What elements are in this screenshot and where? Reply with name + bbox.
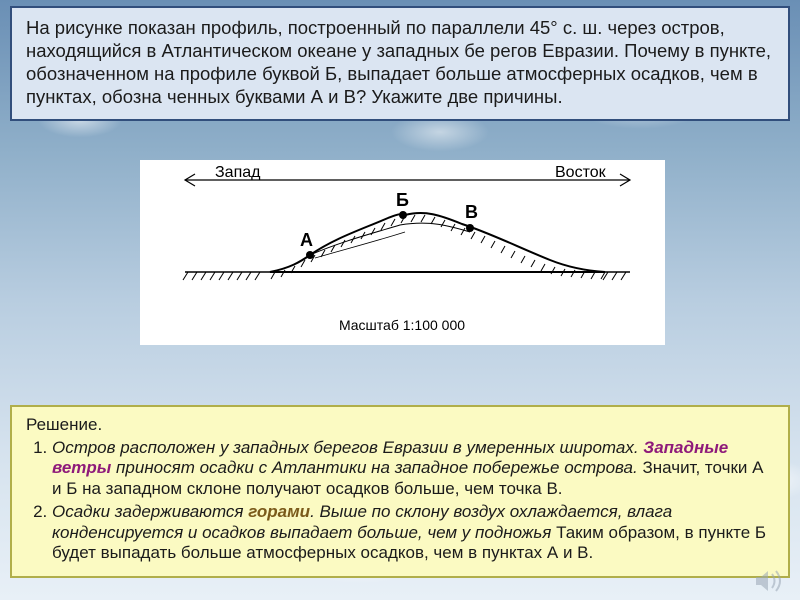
answer-card: Решение. Остров расположен у западных бе… (10, 405, 790, 578)
answer-item-2: Осадки задерживаются горами. Выше по скл… (52, 502, 774, 564)
item2-highlight: горами (248, 502, 310, 521)
question-card: На рисунке показан профиль, построенный … (10, 6, 790, 121)
island-profile (270, 213, 605, 272)
label-east: Восток (555, 164, 607, 181)
point-a-label: А (300, 230, 313, 250)
answer-item-1: Остров расположен у западных берегов Евр… (52, 438, 774, 500)
scale-label: Масштаб 1:100 000 (339, 317, 465, 333)
point-b-label: Б (396, 190, 409, 210)
item1-mid: приносят осадки с Атлантики на западное … (111, 458, 642, 477)
speaker-icon (754, 568, 786, 594)
answer-list: Остров расположен у западных берегов Евр… (52, 438, 774, 564)
point-v-dot (466, 224, 474, 232)
answer-heading: Решение. (26, 415, 774, 436)
profile-diagram: Запад Восток А Б В Масштаб 1:100 000 (140, 160, 665, 345)
item1-pre: Остров расположен у западных берегов Евр… (52, 438, 643, 457)
profile-svg: Запад Восток А Б В Масштаб 1:100 000 (140, 160, 665, 345)
item2-pre: Осадки задерживаются (52, 502, 248, 521)
point-v-label: В (465, 202, 478, 222)
point-a-dot (306, 251, 314, 259)
label-west: Запад (215, 164, 261, 181)
question-text: На рисунке показан профиль, построенный … (26, 17, 771, 107)
point-b-dot (399, 211, 407, 219)
